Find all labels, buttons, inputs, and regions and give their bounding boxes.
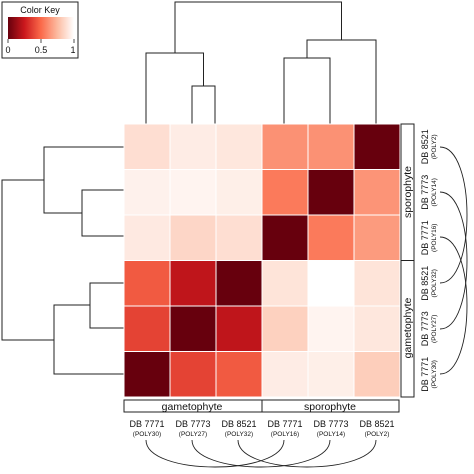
row-tick-sublabel: (POLY27) <box>431 315 438 343</box>
heatmap-cell <box>123 123 171 170</box>
column-tick-sublabel: (POLY27) <box>179 431 207 438</box>
heatmap-cell <box>353 169 401 216</box>
heatmap-cell <box>169 305 217 352</box>
heatmap-cell <box>169 169 217 216</box>
row-link-arc <box>439 146 468 284</box>
row-tick-label: DB 8521 <box>420 266 430 301</box>
heatmap-cell <box>169 123 217 170</box>
row-dendrogram-branch <box>1 179 54 341</box>
column-link-arc <box>191 439 331 468</box>
color-key-bar <box>8 17 74 39</box>
heatmap-cell <box>307 169 355 216</box>
row-tick-sublabel: (POLY32) <box>431 269 438 297</box>
column-tick-sublabel: (POLY2) <box>365 431 390 438</box>
heatmap-cell <box>307 214 355 261</box>
row-dendrogram-branch <box>81 189 124 237</box>
row-tick-sublabel: (POLY14) <box>431 178 438 206</box>
heatmap-cell <box>169 214 217 261</box>
column-dendrogram <box>145 1 377 124</box>
heatmap-cell <box>307 260 355 307</box>
row-tick-label: DB 8521 <box>420 129 430 164</box>
row-tick-label: DB 7773 <box>420 175 430 210</box>
column-group-bracket: gametophyte sporophyte <box>123 399 400 413</box>
heatmap-cell <box>261 305 309 352</box>
heatmap-cell <box>123 214 171 261</box>
column-link-arc <box>145 439 285 468</box>
column-tick-sublabel: (POLY16) <box>271 431 299 438</box>
column-group-label-gametophyte: gametophyte <box>162 401 223 413</box>
column-tick-label: DB 7773 <box>175 419 210 429</box>
column-tick-label: DB 8521 <box>359 419 394 429</box>
heatmap-cell <box>353 123 401 170</box>
row-tick-sublabel: (POLY16) <box>431 224 438 252</box>
column-tick-labels: DB 7771 (POLY30) DB 7773 (POLY27) DB 8521 (PO… <box>129 419 394 438</box>
row-link-arcs <box>439 146 468 375</box>
heatmap-cell <box>307 305 355 352</box>
heatmap-cell <box>353 260 401 307</box>
column-dendrogram-branch <box>283 57 331 124</box>
heatmap-cell <box>261 123 309 170</box>
column-tick-sublabel: (POLY14) <box>317 431 345 438</box>
heatmap-cell <box>215 305 263 352</box>
heatmap-cell <box>307 123 355 170</box>
heatmap-cell <box>353 305 401 352</box>
column-tick-label: DB 7773 <box>313 419 348 429</box>
heatmap-cell <box>215 214 263 261</box>
row-group-bracket: sporophyte gametophyte <box>400 123 415 398</box>
row-dendrogram <box>1 146 124 375</box>
heatmap-cell <box>261 169 309 216</box>
column-tick-sublabel: (POLY30) <box>133 431 161 438</box>
row-tick-label: DB 7773 <box>420 311 430 346</box>
row-dendrogram-branch <box>89 282 124 329</box>
heatmap-cell <box>215 351 263 398</box>
heatmap-cell <box>169 260 217 307</box>
column-group-label-sporophyte: sporophyte <box>304 401 356 413</box>
color-key-tick-0: 0 <box>5 45 10 55</box>
heatmap-cell <box>123 169 171 216</box>
column-tick-label: DB 8521 <box>221 419 256 429</box>
column-tick-label: DB 7771 <box>267 419 302 429</box>
heatmap-cell <box>169 351 217 398</box>
row-tick-label: DB 7771 <box>420 357 430 392</box>
column-dendrogram-branch <box>191 85 216 124</box>
color-key: Color Key 0 0.5 1 <box>1 1 79 59</box>
color-key-title: Color Key <box>20 5 60 15</box>
heatmap-cell <box>215 123 263 170</box>
heatmap-cell <box>123 260 171 307</box>
row-link-arc <box>439 236 468 375</box>
heatmap-cell <box>261 351 309 398</box>
row-dendrogram-branch <box>43 146 124 214</box>
column-link-arcs <box>145 439 377 468</box>
column-tick-sublabel: (POLY32) <box>225 431 253 438</box>
heatmap-cell <box>353 214 401 261</box>
color-key-tick-1: 1 <box>70 45 75 55</box>
heatmap-cell <box>261 260 309 307</box>
row-group-label-gametophyte: gametophyte <box>402 297 414 358</box>
heatmap-cells <box>123 123 401 398</box>
row-tick-sublabel: (POLY2) <box>431 134 438 159</box>
row-group-label-sporophyte: sporophyte <box>402 166 414 218</box>
column-dendrogram-branch <box>145 52 204 124</box>
heatmap-cell <box>307 351 355 398</box>
row-tick-labels: DB 8521 (POLY2)DB 7773 (POLY14)DB 7771 (POL… <box>420 129 438 392</box>
row-dendrogram-branch <box>53 304 124 375</box>
row-tick-sublabel: (POLY30) <box>431 360 438 388</box>
column-dendrogram-branch <box>174 1 342 53</box>
column-dendrogram-branch <box>306 39 377 124</box>
heatmap-cell <box>123 305 171 352</box>
heatmap-cell <box>215 260 263 307</box>
heatmap-cell <box>215 169 263 216</box>
heatmap-cell <box>353 351 401 398</box>
column-link-arc <box>237 439 377 468</box>
heatmap-cell <box>123 351 171 398</box>
row-tick-label: DB 7771 <box>420 220 430 255</box>
column-tick-label: DB 7771 <box>129 419 164 429</box>
row-link-arc <box>439 191 468 330</box>
color-key-tick-05: 0.5 <box>35 45 48 55</box>
heatmap-cell <box>261 214 309 261</box>
